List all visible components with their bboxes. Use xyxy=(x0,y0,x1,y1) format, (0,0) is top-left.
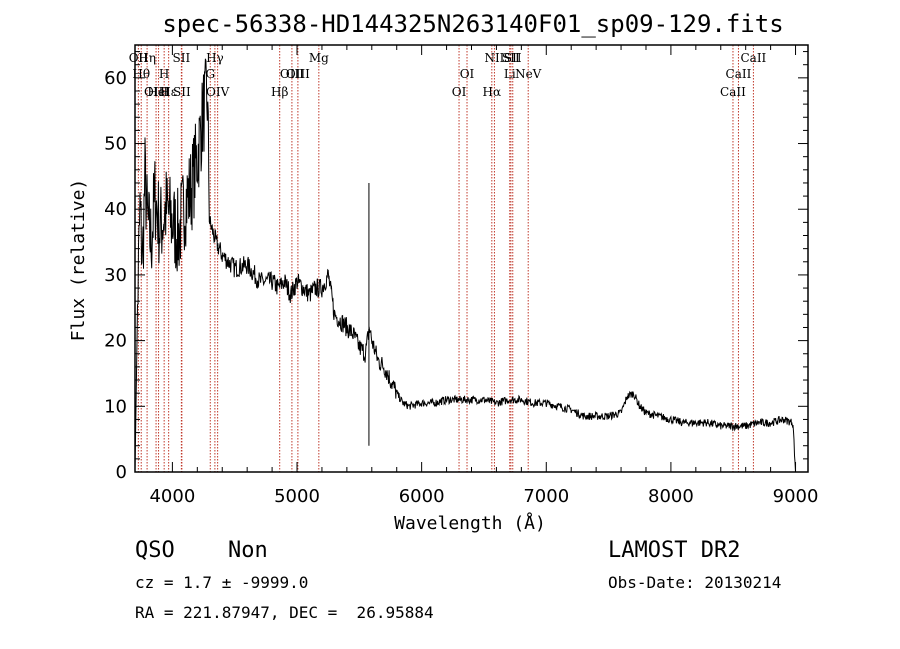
x-tick-label: 9000 xyxy=(773,486,819,507)
x-tick-label: 7000 xyxy=(523,486,569,507)
y-tick-label: 10 xyxy=(104,396,127,417)
survey-label: LAMOST DR2 xyxy=(608,538,741,563)
line-label-14: OIII xyxy=(286,67,310,81)
line-label-5: H xyxy=(159,67,169,81)
y-tick-label: 30 xyxy=(104,265,127,286)
observation-date: Obs-Date: 20130214 xyxy=(608,573,782,592)
x-tick-label: 6000 xyxy=(399,486,445,507)
line-label-13: OIII xyxy=(280,67,304,81)
line-label-6: SII xyxy=(173,51,191,65)
spectrum-line xyxy=(134,58,796,473)
redshift-value: cz = 1.7 ± -9999.0 xyxy=(135,573,309,592)
line-label-22: Li xyxy=(504,67,516,81)
x-tick-label: 5000 xyxy=(274,486,320,507)
line-label-24: CaII xyxy=(720,85,746,99)
line-label-25: CaII xyxy=(726,67,752,81)
line-label-2: Hη xyxy=(138,51,156,65)
line-label-10: G xyxy=(205,67,215,81)
y-axis-label: Flux (relative) xyxy=(68,179,89,342)
x-tick-label: 4000 xyxy=(149,486,195,507)
x-axis-label: Wavelength (Å) xyxy=(394,512,546,534)
line-label-4: HeI xyxy=(147,85,170,99)
x-axis-ticks: 4000 5000 6000 7000 8000 9000 xyxy=(149,45,818,507)
line-label-23: NeV xyxy=(515,67,542,81)
object-class: QSO xyxy=(135,538,175,563)
y-axis-ticks: 0 10 20 30 40 50 60 xyxy=(104,51,808,483)
object-subclass: Non xyxy=(228,538,268,563)
line-label-19: NII xyxy=(484,51,504,65)
line-label-9: Hγ xyxy=(206,51,224,65)
spectrum-series xyxy=(134,58,796,473)
coordinates: RA = 221.87947, DEC = 26.95884 xyxy=(135,603,434,622)
emission-line-markers xyxy=(137,45,754,472)
line-label-0: OII xyxy=(129,51,149,65)
line-label-18: Hα xyxy=(483,85,502,99)
y-tick-label: 20 xyxy=(104,331,127,352)
y-tick-label: 40 xyxy=(104,199,127,220)
plot-frame xyxy=(134,44,809,473)
line-label-7: SII xyxy=(173,85,191,99)
x-tick-label: 8000 xyxy=(648,486,694,507)
line-label-11: OIV xyxy=(206,85,230,99)
line-label-15: Mg xyxy=(309,51,329,65)
line-label-8: Hε xyxy=(160,85,177,99)
line-label-17: OI xyxy=(460,67,475,81)
y-tick-label: 60 xyxy=(104,68,127,89)
line-label-20: SII xyxy=(502,51,520,65)
y-tick-label: 50 xyxy=(104,134,127,155)
line-label-3: OIII xyxy=(144,85,168,99)
y-tick-label: 0 xyxy=(116,462,127,483)
chart-title: spec-56338-HD144325N263140F01_sp09-129.f… xyxy=(162,10,783,38)
line-label-12: Hβ xyxy=(271,85,288,99)
line-label-16: OI xyxy=(452,85,467,99)
line-label-21: SII xyxy=(504,51,522,65)
line-label-26: CaII xyxy=(740,51,766,65)
